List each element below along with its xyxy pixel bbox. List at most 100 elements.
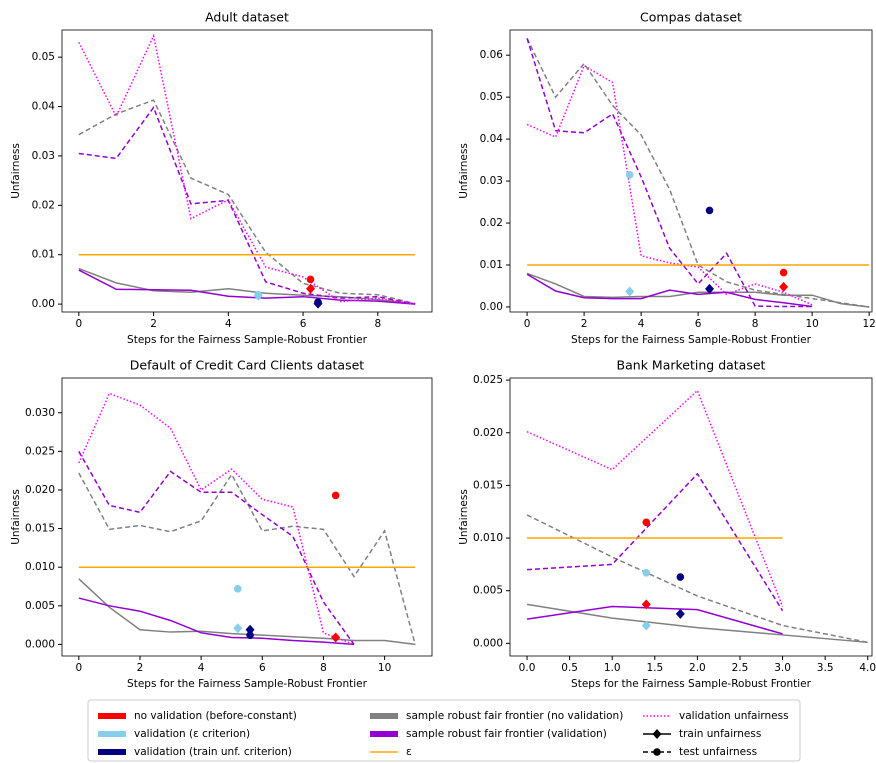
series-line: [78, 597, 355, 646]
y-axis-label: Unfairness: [458, 489, 470, 545]
series-line: [78, 450, 355, 645]
point: [253, 290, 263, 301]
y-tick-label: 0.04: [480, 133, 504, 145]
y-tick-label: 0.02: [480, 217, 503, 229]
x-tick-label: 1.5: [646, 662, 663, 674]
legend-swatch: [370, 731, 398, 737]
y-tick-label: 0.01: [32, 249, 55, 261]
y-tick-label: 0.05: [480, 91, 503, 103]
point: [779, 281, 789, 292]
x-tick-label: 0: [75, 662, 82, 674]
x-tick-label: 8: [320, 662, 327, 674]
x-axis-label: Steps for the Fairness Sample-Robust Fro…: [127, 334, 368, 346]
point: [306, 283, 316, 294]
y-tick-label: 0.00: [480, 301, 503, 313]
x-axis-label: Steps for the Fairness Sample-Robust Fro…: [127, 678, 368, 690]
legend-box: [87, 699, 801, 762]
series-line: [526, 603, 868, 644]
x-tick-label: 4: [638, 318, 645, 330]
x-axis-label: Steps for the Fairness Sample-Robust Fro…: [571, 678, 812, 690]
chart-title: Adult dataset: [205, 10, 289, 25]
x-tick-label: 0: [75, 318, 82, 330]
y-tick-label: 0.015: [25, 523, 55, 535]
point: [625, 286, 635, 297]
y-axis-label: Unfairness: [10, 143, 22, 199]
y-tick-label: 0.020: [25, 484, 55, 496]
x-tick-label: 4: [198, 662, 205, 674]
chart-title: Compas dataset: [640, 10, 742, 25]
y-tick-label: 0.030: [25, 407, 55, 419]
x-tick-label: 6: [259, 662, 266, 674]
plot-frame: [61, 29, 433, 313]
y-tick-label: 0.05: [32, 51, 55, 63]
x-tick-label: 6: [695, 318, 702, 330]
y-tick-label: 0.015: [473, 479, 503, 491]
y-tick-label: 0.03: [32, 150, 55, 162]
y-tick-label: 0.02: [32, 199, 55, 211]
series-line: [78, 392, 355, 646]
point: [641, 620, 651, 631]
chart-title: Default of Credit Card Clients dataset: [130, 358, 364, 373]
y-axis-label: Unfairness: [458, 143, 470, 199]
legend-label: sample robust fair frontier (no validati…: [406, 710, 623, 722]
point: [641, 599, 651, 610]
series-line: [526, 273, 813, 308]
x-tick-label: 3.0: [774, 662, 791, 674]
point: [331, 491, 340, 500]
point: [705, 206, 714, 215]
point: [331, 632, 341, 643]
point: [313, 298, 323, 309]
series-line: [526, 64, 813, 306]
plot-frame: [509, 377, 873, 657]
series-line: [78, 472, 416, 645]
x-tick-label: 2: [581, 318, 588, 330]
series-line: [78, 269, 416, 305]
series-line: [78, 105, 416, 305]
series-line: [526, 472, 784, 612]
y-tick-label: 0.025: [25, 445, 55, 457]
x-tick-label: 1.0: [604, 662, 621, 674]
series-line: [526, 38, 813, 308]
y-tick-label: 0.005: [25, 600, 55, 612]
series-line: [526, 389, 784, 607]
y-tick-label: 0.06: [480, 49, 504, 61]
series-line: [78, 33, 416, 305]
legend-swatch: [98, 731, 126, 737]
legend-swatch: [98, 749, 126, 755]
x-tick-label: 2.0: [689, 662, 706, 674]
y-tick-label: 0.000: [25, 638, 55, 650]
x-tick-label: 0: [524, 318, 531, 330]
x-tick-label: 0.0: [519, 662, 536, 674]
legend-swatch: [98, 713, 126, 719]
series-line: [78, 267, 416, 305]
y-tick-label: 0.020: [473, 427, 503, 439]
legend-label: validation (train unf. criterion): [134, 746, 292, 758]
plot-frame: [61, 377, 433, 657]
point: [779, 268, 788, 277]
legend-label: sample robust fair frontier (validation): [406, 728, 607, 740]
point: [233, 623, 243, 634]
x-tick-label: 2: [137, 662, 144, 674]
point: [246, 631, 254, 639]
y-tick-label: 0.04: [32, 101, 56, 113]
x-tick-label: 10: [805, 318, 818, 330]
y-axis-label: Unfairness: [10, 489, 22, 545]
x-axis-label: Steps for the Fairness Sample-Robust Fro…: [571, 334, 812, 346]
point: [625, 170, 634, 179]
point: [675, 608, 685, 619]
y-tick-label: 0.025: [473, 374, 503, 386]
legend-label: validation unfairness: [679, 710, 789, 722]
y-tick-label: 0.000: [473, 637, 503, 649]
legend-label: test unfairness: [679, 746, 757, 758]
point: [705, 283, 715, 294]
point: [306, 275, 315, 284]
y-tick-label: 0.01: [480, 259, 503, 271]
x-tick-label: 0.5: [561, 662, 578, 674]
legend-label: no validation (before-constant): [134, 710, 297, 722]
y-tick-label: 0.010: [473, 532, 503, 544]
y-tick-label: 0.03: [480, 175, 503, 187]
legend-swatch: [370, 713, 398, 719]
y-tick-label: 0.005: [473, 585, 503, 597]
x-tick-label: 4: [225, 318, 232, 330]
